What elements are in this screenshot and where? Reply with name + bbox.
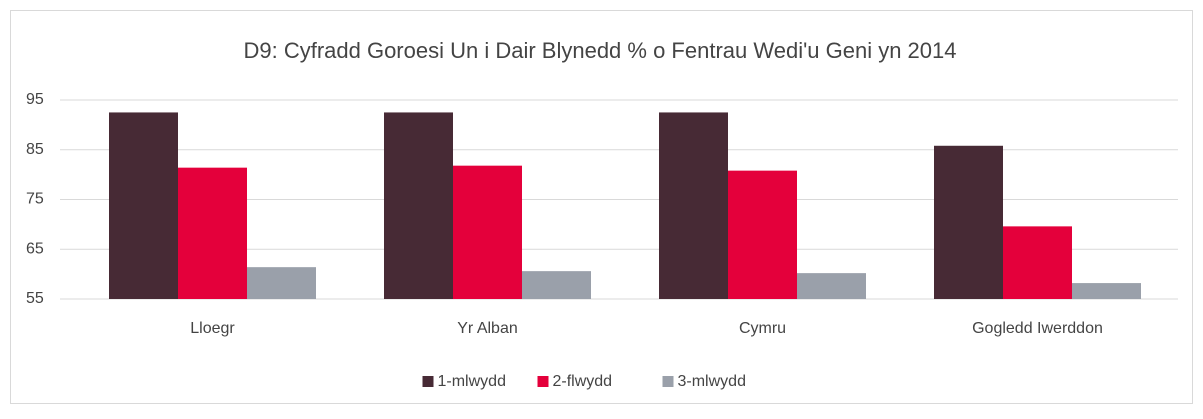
legend-swatch xyxy=(422,376,434,387)
legend-swatch xyxy=(537,376,549,387)
y-tick-label: 55 xyxy=(26,290,44,307)
bar xyxy=(659,112,728,299)
y-tick-label: 85 xyxy=(26,141,44,158)
bar xyxy=(1072,283,1141,299)
bar xyxy=(522,271,591,299)
bar xyxy=(178,167,247,299)
y-tick-label: 95 xyxy=(26,91,44,108)
bar xyxy=(934,145,1003,299)
y-tick-label: 75 xyxy=(26,191,44,208)
bar xyxy=(728,170,797,299)
x-tick-label: Cymru xyxy=(739,320,786,337)
legend-label: 1-mlwydd xyxy=(438,373,506,390)
y-tick-label: 65 xyxy=(26,240,44,257)
bar xyxy=(453,165,522,299)
bar xyxy=(1003,226,1072,299)
bar xyxy=(109,112,178,299)
x-tick-label: Lloegr xyxy=(190,320,235,337)
legend-label: 2-flwydd xyxy=(553,373,613,390)
bar xyxy=(797,273,866,299)
chart-title: D9: Cyfradd Goroesi Un i Dair Blynedd % … xyxy=(243,38,956,63)
x-tick-label: Gogledd Iwerddon xyxy=(972,320,1103,337)
x-tick-label: Yr Alban xyxy=(457,320,517,337)
legend-label: 3-mlwydd xyxy=(678,373,746,390)
bar xyxy=(247,267,316,299)
legend-swatch xyxy=(662,376,674,387)
bar xyxy=(384,112,453,299)
